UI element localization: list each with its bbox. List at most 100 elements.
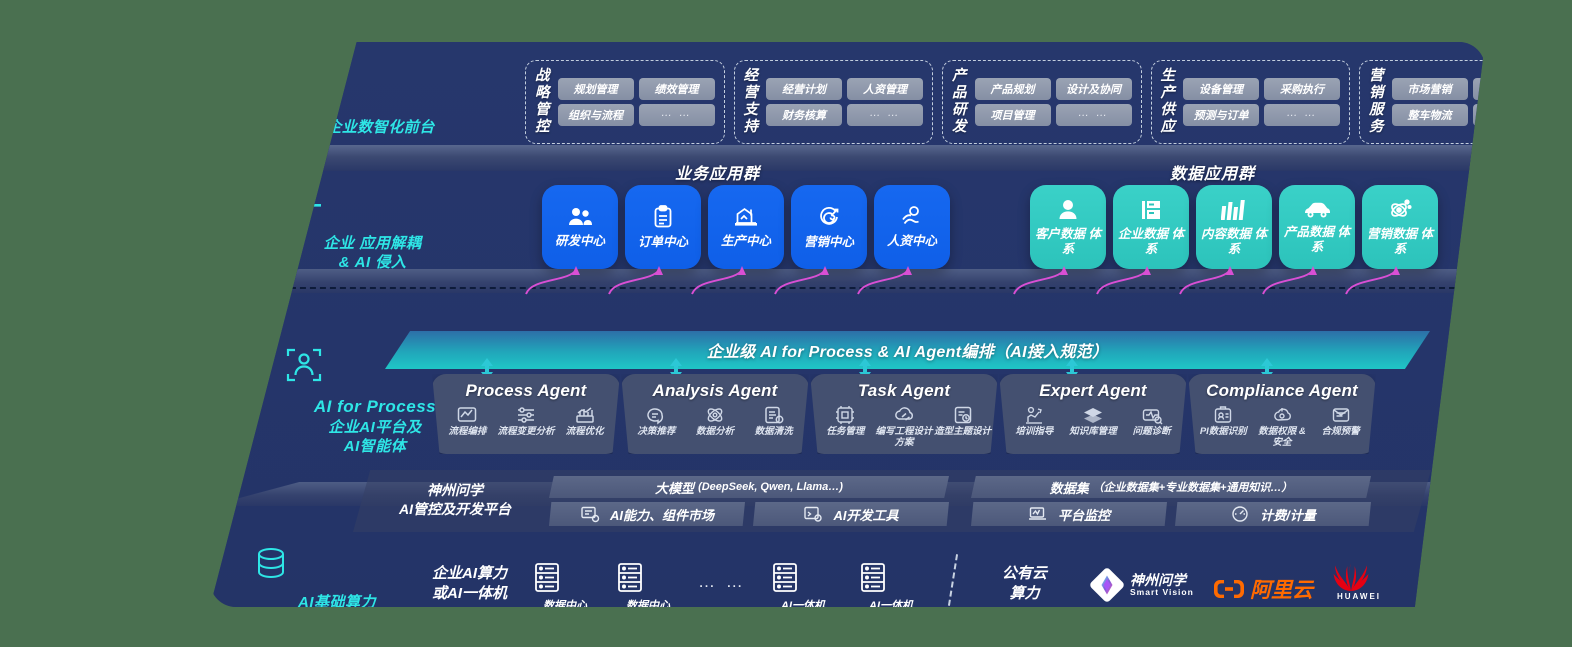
agent-item[interactable]: 问题诊断 xyxy=(1123,405,1181,438)
agent-item[interactable]: 合规预警 xyxy=(1312,405,1370,448)
agent-card-process[interactable]: Process Agent 流程编排 流程变更分析 xyxy=(432,374,620,454)
sidelabel-front-office: 企业数智化前台 xyxy=(288,62,473,137)
atom-icon xyxy=(1388,197,1412,221)
doc-check-icon xyxy=(952,405,974,425)
decision-icon xyxy=(645,405,667,425)
app-card-hr-center[interactable]: 人资中心 xyxy=(874,185,950,269)
agent-card-task[interactable]: Task Agent 任务管理 xyxy=(810,374,998,454)
agent-item[interactable]: 数据清洗 xyxy=(745,405,803,438)
huawei-mark xyxy=(1333,563,1369,591)
component-market-label: AI能力、组件市场 xyxy=(609,507,714,523)
agent-item-label: 数据分析 xyxy=(695,426,734,437)
agent-item[interactable]: 流程编排 xyxy=(438,405,496,438)
app-card-customer-data[interactable]: 客户数据 体系 xyxy=(1030,185,1106,269)
domain-chip[interactable]: 绩效管理 xyxy=(638,78,715,101)
target-icon xyxy=(817,205,841,229)
dataset-bar-main: 数据集 xyxy=(1049,480,1089,496)
layer-shelf-2 xyxy=(210,269,1485,293)
infra-node-label: 数据中心 xyxy=(626,600,670,607)
app-card-enterprise-data[interactable]: 企业数据 体系 xyxy=(1113,185,1189,269)
agent-item[interactable]: PI数据识别 xyxy=(1194,405,1252,448)
domain-chip[interactable]: 产品规划 xyxy=(974,78,1051,101)
infra-node[interactable]: AI一体机 xyxy=(770,562,836,607)
infra-row: AI基础算力 企业AI算力 或AI一体机 数据中心 xyxy=(210,542,1485,607)
domain-chip[interactable]: 客户关系 xyxy=(1472,78,1485,101)
domain-chip-grid: 产品规划 设计及协同 项目管理 … … xyxy=(974,78,1132,127)
decoupling-node-icon xyxy=(280,180,465,226)
layer-shelf-1 xyxy=(210,145,1485,171)
agent-item[interactable]: 培训指导 xyxy=(1005,405,1063,438)
car-icon xyxy=(1303,200,1331,219)
component-market-icon xyxy=(580,505,600,523)
agent-item[interactable]: 任务管理 xyxy=(816,405,874,448)
domain-chip-grid: 市场营销 客户关系 整车物流 … … xyxy=(1391,78,1485,127)
component-market-bar[interactable]: AI能力、组件市场 xyxy=(549,502,745,526)
domain-chip[interactable]: 人资管理 xyxy=(847,78,923,101)
infra-node[interactable]: 数据中心 xyxy=(532,562,598,607)
app-card-rd-center[interactable]: 研发中心 xyxy=(542,185,618,269)
agent-title: Expert Agent xyxy=(1039,381,1147,400)
agent-items: 任务管理 编写工程设计方案 xyxy=(810,405,998,448)
app-card-production-center[interactable]: 生产中心 xyxy=(708,185,784,269)
agent-card-compliance[interactable]: Compliance Agent PI数据识别 xyxy=(1188,374,1376,454)
huawei-logo[interactable]: HUAWEI xyxy=(1326,560,1392,601)
dev-tools-icon xyxy=(803,505,823,523)
cloud-write-icon xyxy=(893,405,915,425)
app-card-label: 营销中心 xyxy=(803,234,854,249)
domain-chip[interactable]: 经营计划 xyxy=(766,78,842,101)
public-cloud-label: 公有云 算力 xyxy=(1001,565,1047,602)
infra-node[interactable]: 数据中心 xyxy=(615,562,681,607)
aliyun-logo[interactable]: 阿里云 xyxy=(1213,574,1313,604)
billing-bar[interactable]: 计费/计量 xyxy=(1175,502,1371,526)
domain-chip-grid: 经营计划 人资管理 财务核算 … … xyxy=(766,78,923,127)
domain-chip[interactable]: 组织与流程 xyxy=(557,104,634,127)
sidelabel-decoupling-line2: & AI 侵入 xyxy=(338,254,407,272)
infra-node[interactable]: AI一体机 xyxy=(858,562,924,607)
dataset-bar[interactable]: 数据集 （企业数据集+专业数据集+通用知识…） xyxy=(971,476,1371,498)
sidelabel-ai-process-line1: AI for Process xyxy=(313,397,437,416)
app-card-marketing-data[interactable]: 营销数据 体系 xyxy=(1362,185,1438,269)
business-group-title: 业务应用群 xyxy=(675,166,761,183)
domain-chip[interactable]: 财务核算 xyxy=(766,104,842,127)
sidelabel-ai-compute-text: AI基础算力 xyxy=(297,594,376,607)
agent-item[interactable]: 流程变更分析 xyxy=(497,405,555,438)
agent-card-analysis[interactable]: Analysis Agent 决策推荐 xyxy=(621,374,809,454)
infra-node-label: 数据中心 xyxy=(543,600,587,607)
agent-item-label: 数据权限 & 安全 xyxy=(1258,426,1306,448)
domain-chip[interactable]: 设备管理 xyxy=(1183,78,1259,101)
domain-box[interactable]: 营销 服务 市场营销 客户关系 整车物流 … … xyxy=(1359,60,1485,145)
dev-tools-bar[interactable]: AI开发工具 xyxy=(753,502,949,526)
model-bar-sub: (DeepSeek, Qwen, Llama…) xyxy=(698,481,843,493)
domain-box[interactable]: 战略 管控 规划管理 绩效管理 组织与流程 … … xyxy=(525,60,725,145)
app-card-marketing-center[interactable]: 营销中心 xyxy=(791,185,867,269)
domain-chip[interactable]: 整车物流 xyxy=(1391,104,1468,127)
domain-chip[interactable]: 规划管理 xyxy=(557,78,634,101)
agent-item[interactable]: 流程优化 xyxy=(556,405,614,438)
training-icon xyxy=(1023,405,1045,425)
agent-card-expert[interactable]: Expert Agent 培训指导 xyxy=(999,374,1187,454)
agent-item[interactable]: 数据分析 xyxy=(686,405,744,438)
domain-chip[interactable]: 采购执行 xyxy=(1264,78,1340,101)
agent-item[interactable]: 知识库管理 xyxy=(1064,405,1122,438)
domain-box[interactable]: 产品 研发 产品规划 设计及协同 项目管理 … … xyxy=(942,60,1142,145)
agent-item[interactable]: 数据权限 & 安全 xyxy=(1253,405,1311,448)
model-bar[interactable]: 大模型 (DeepSeek, Qwen, Llama…) xyxy=(549,476,949,498)
agent-item[interactable]: 造型主题设计 xyxy=(934,405,992,448)
banner-text: 企业级 AI for Process & AI Agent编排（AI接入规范） xyxy=(706,344,1109,361)
domain-chip[interactable]: 项目管理 xyxy=(974,104,1051,127)
domain-box[interactable]: 经营 支持 经营计划 人资管理 财务核算 … … xyxy=(733,60,933,145)
smart-vision-sub: Smart Vision xyxy=(1130,586,1194,597)
agent-item[interactable]: 编写工程设计方案 xyxy=(875,405,933,448)
smart-vision-logo[interactable]: 神州问学 Smart Vision xyxy=(1090,568,1194,602)
domain-chip[interactable]: 市场营销 xyxy=(1391,78,1468,101)
domain-chip[interactable]: 预测与订单 xyxy=(1183,104,1259,127)
monitor-bar[interactable]: 平台监控 xyxy=(971,502,1167,526)
app-card-order-center[interactable]: 订单中心 xyxy=(625,185,701,269)
app-card-content-data[interactable]: 内容数据 体系 xyxy=(1196,185,1272,269)
app-card-label: 客户数据 体系 xyxy=(1035,226,1101,256)
agent-item[interactable]: 决策推荐 xyxy=(627,405,685,438)
domain-box[interactable]: 生产 供应 设备管理 采购执行 预测与订单 … … xyxy=(1150,60,1350,145)
app-card-product-data[interactable]: 产品数据 体系 xyxy=(1279,185,1355,269)
domain-chip[interactable]: 设计及协同 xyxy=(1055,78,1132,101)
agent-items: PI数据识别 数据权限 & 安全 xyxy=(1188,405,1376,448)
